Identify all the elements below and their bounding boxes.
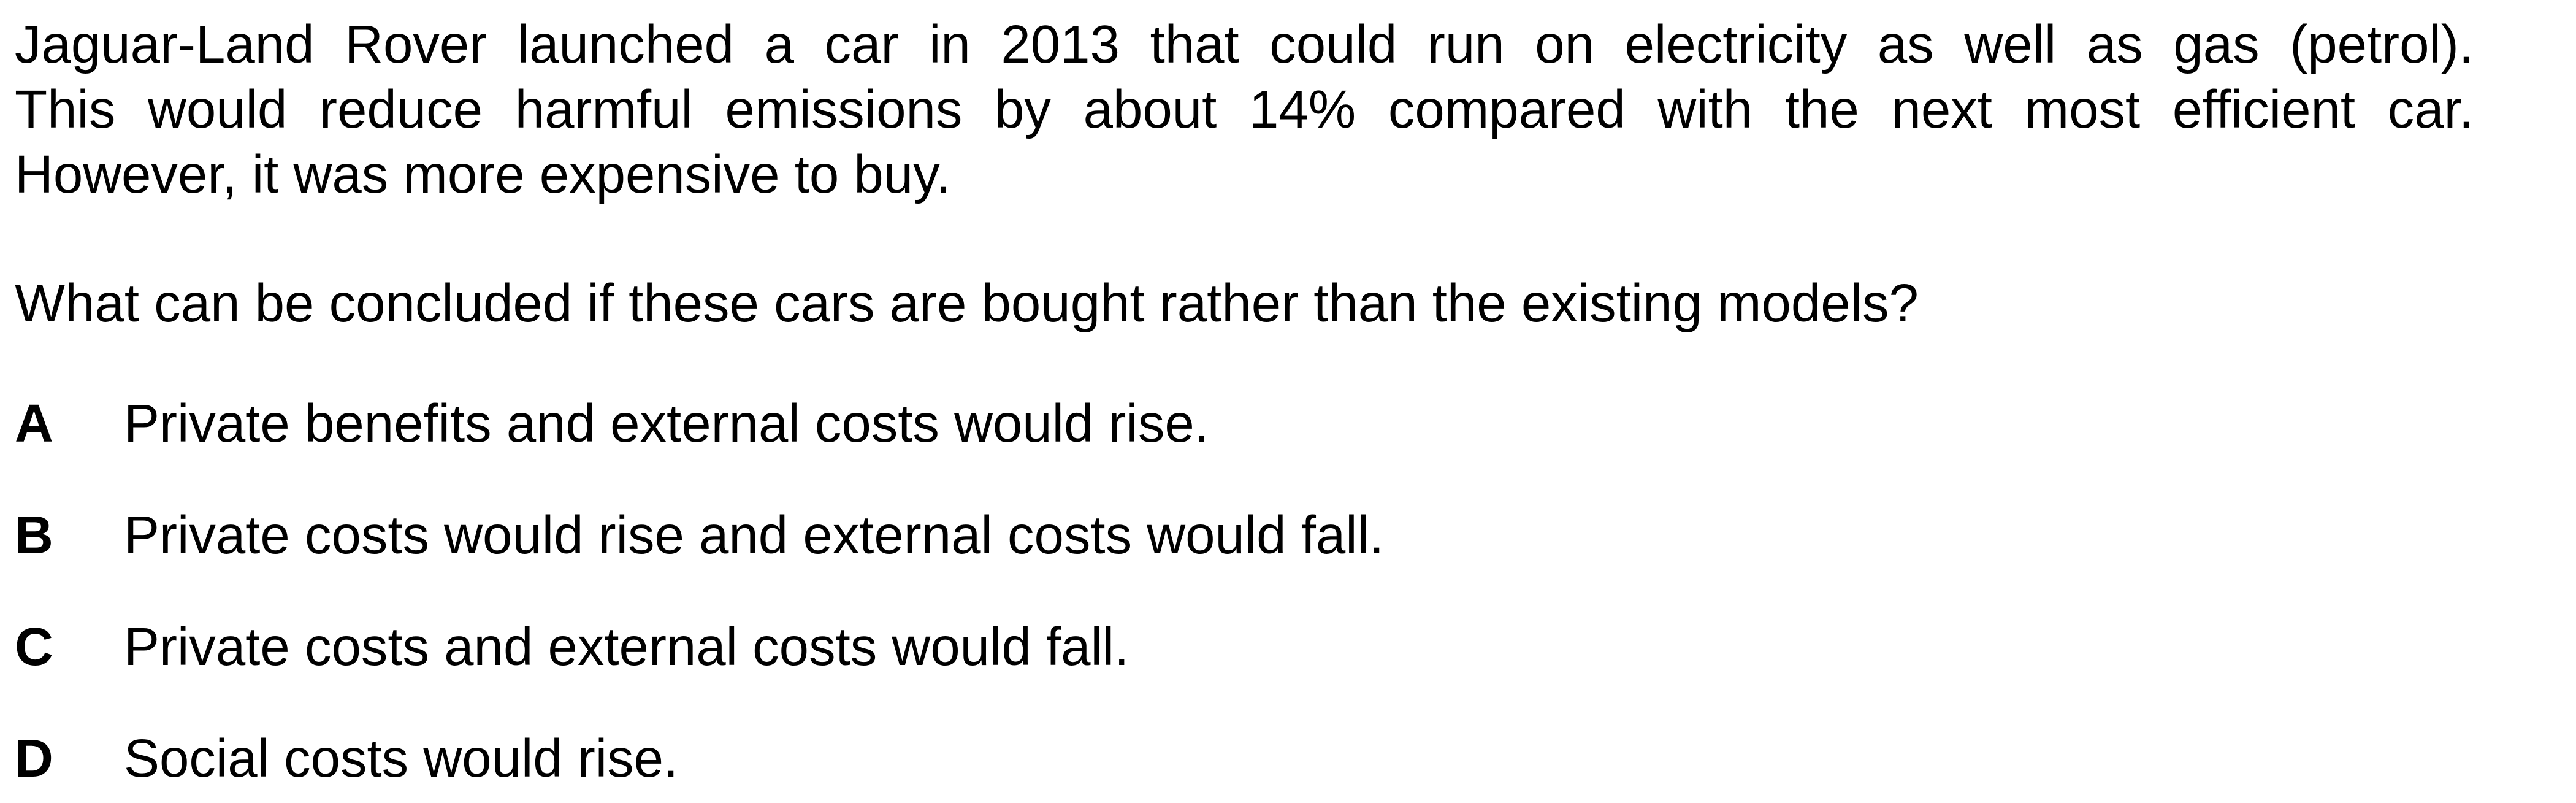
- stem-line-2: This would reduce harmful emissions by a…: [15, 80, 2474, 139]
- question-prompt: What can be concluded if these cars are …: [15, 274, 1919, 333]
- option-text: Private costs and external costs would f…: [124, 617, 1129, 677]
- option-text: Private costs would rise and external co…: [124, 505, 1385, 565]
- option-c[interactable]: C Private costs and external costs would …: [15, 615, 1129, 680]
- option-d[interactable]: D Social costs would rise.: [15, 726, 678, 791]
- option-letter: C: [15, 617, 53, 677]
- stem-line-1: Jaguar-Land Rover launched a car in 2013…: [15, 15, 2474, 74]
- option-letter: B: [15, 505, 53, 565]
- option-text: Private benefits and external costs woul…: [124, 394, 1209, 453]
- question-stem: Jaguar-Land Rover launched a car in 2013…: [15, 12, 2474, 207]
- option-letter: A: [15, 394, 53, 453]
- option-letter: D: [15, 729, 53, 788]
- stem-line-3: However, it was more expensive to buy.: [15, 145, 951, 204]
- option-b[interactable]: B Private costs would rise and external c…: [15, 503, 1384, 568]
- option-text: Social costs would rise.: [124, 729, 679, 788]
- option-a[interactable]: A Private benefits and external costs wou…: [15, 391, 1209, 456]
